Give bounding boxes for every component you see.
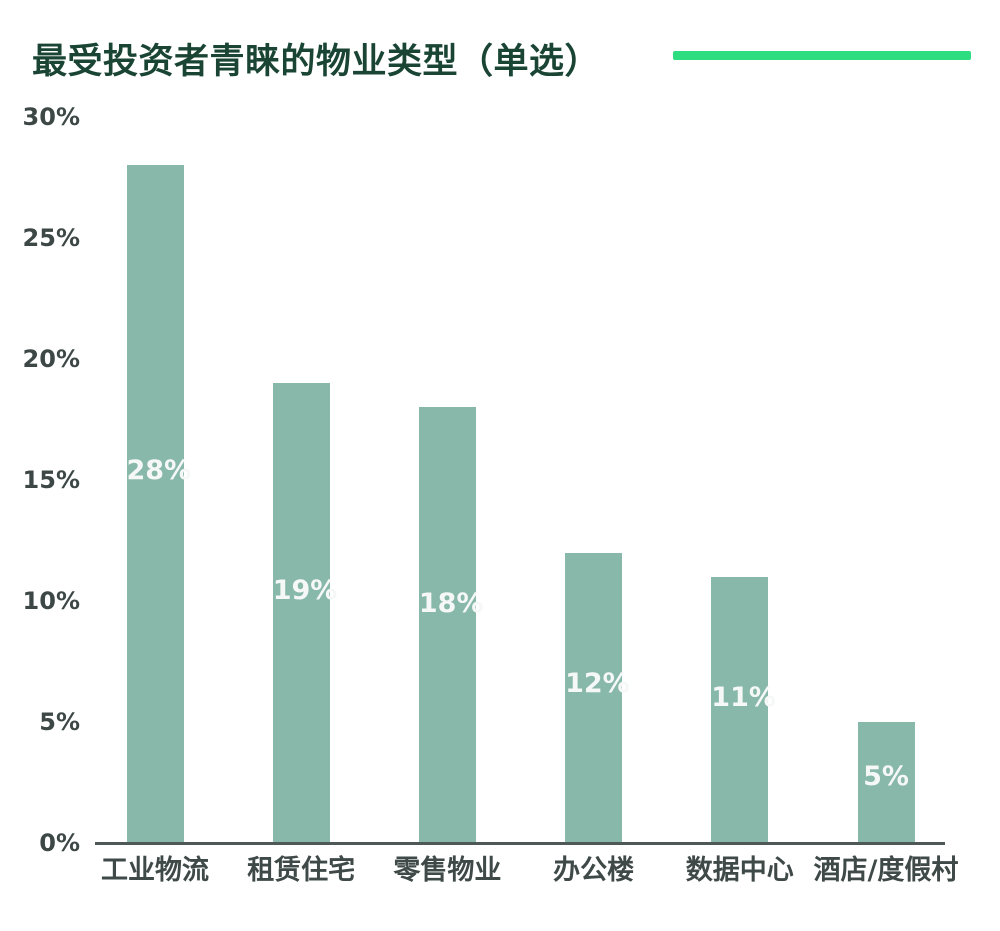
bar-value-label: 18% [418, 588, 484, 620]
y-axis-tick-label: 15% [22, 466, 80, 494]
bar-value-label: 19% [272, 575, 338, 607]
x-axis-category-label: 办公楼 [553, 855, 635, 886]
bar: 12% [565, 552, 630, 843]
y-axis-tick-label: 10% [22, 587, 80, 615]
bar-value-label: 28% [126, 455, 192, 487]
bar-value-label: 12% [565, 668, 630, 700]
x-axis-category-label: 酒店/度假村 [813, 855, 959, 886]
bar-value-label: 11% [711, 681, 776, 713]
y-axis-tick-label: 5% [39, 708, 80, 736]
x-axis-category-label: 数据中心 [685, 855, 794, 886]
bar-value-label: 5% [863, 761, 909, 793]
x-axis-category-label: 零售物业 [393, 855, 502, 886]
bar: 28% [126, 165, 192, 843]
x-axis-line [95, 842, 945, 845]
y-axis-tick-label: 30% [22, 103, 80, 131]
y-axis-tick-label: 20% [22, 345, 80, 373]
y-axis-tick-label: 0% [39, 829, 80, 857]
title-accent-line [673, 51, 971, 60]
y-axis-tick-label: 25% [22, 224, 80, 252]
bar: 18% [418, 407, 484, 843]
bar: 11% [711, 576, 776, 843]
x-axis-category-label: 工业物流 [101, 855, 209, 886]
bar: 19% [272, 383, 338, 843]
chart-title: 最受投资者青睐的物业类型（单选） [32, 42, 601, 82]
bar: 5% [857, 722, 915, 843]
x-axis-category-label: 租赁住宅 [247, 855, 356, 886]
